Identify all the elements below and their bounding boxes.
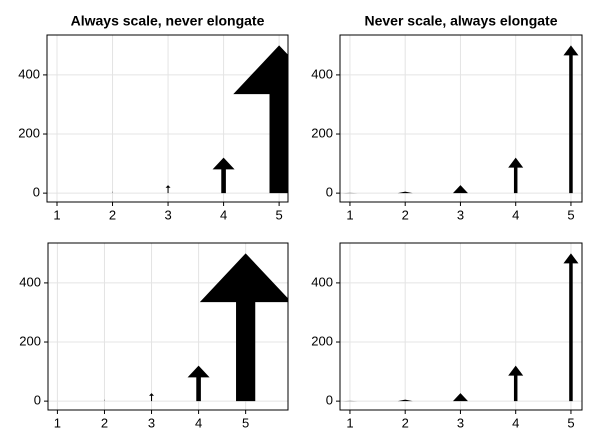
arrow	[233, 45, 288, 194]
y-tick-label: 400	[311, 274, 333, 289]
x-tick-label: 1	[346, 415, 353, 430]
plot-area	[56, 45, 288, 194]
axes-frame	[46, 34, 289, 203]
x-tick-label: 3	[148, 415, 155, 430]
plot-area	[342, 253, 579, 402]
x-tick-label: 5	[567, 415, 574, 430]
axes-frame	[339, 34, 583, 203]
arrow	[165, 185, 171, 194]
x-tick-label: 5	[242, 415, 249, 430]
arrow	[187, 365, 210, 402]
arrow	[452, 185, 468, 194]
x-tick-label: 1	[53, 207, 60, 222]
x-tick-label: 3	[457, 207, 464, 222]
x-tick-label: 1	[54, 415, 61, 430]
x-tick-label: 2	[402, 207, 409, 222]
x-tick-label: 4	[195, 415, 202, 430]
y-tick-label: 200	[19, 333, 41, 348]
arrow	[149, 393, 155, 402]
y-tick-label: 0	[326, 393, 333, 408]
panel: Never scale, always elongate 1 2 3 4 5 0 200 400	[311, 13, 583, 222]
x-tick-label: 4	[512, 415, 519, 430]
y-tick-label: 400	[18, 66, 40, 81]
x-tick-label: 3	[457, 415, 464, 430]
arrow	[199, 253, 288, 402]
axes-frame	[339, 242, 583, 411]
x-tick-label: 5	[567, 207, 574, 222]
arrow	[508, 365, 524, 402]
arrow	[397, 399, 413, 402]
y-tick-label: 0	[326, 185, 333, 200]
plot-area	[57, 253, 288, 402]
x-tick-label: 5	[275, 207, 282, 222]
arrow	[563, 45, 579, 194]
panel-title: Never scale, always elongate	[365, 13, 558, 29]
y-tick-label: 200	[18, 125, 40, 140]
arrow	[452, 393, 468, 402]
x-tick-label: 3	[164, 207, 171, 222]
panel: 1 2 3 4 5 0 200 400	[311, 242, 583, 430]
x-tick-label: 2	[402, 415, 409, 430]
x-tick-label: 1	[346, 207, 353, 222]
arrow	[397, 191, 413, 194]
panel: Always scale, never elongate 1 2 3 4 5 0 200 400	[18, 13, 289, 222]
arrow	[104, 399, 105, 402]
y-tick-label: 200	[311, 333, 333, 348]
panel: 1 2 3 4 5 0 200 400	[19, 242, 289, 430]
arrow	[112, 191, 113, 194]
x-tick-label: 2	[109, 207, 116, 222]
y-tick-label: 400	[311, 66, 333, 81]
y-tick-label: 400	[19, 274, 41, 289]
arrow	[212, 157, 235, 194]
y-tick-label: 0	[34, 393, 41, 408]
arrow	[563, 253, 579, 402]
y-tick-label: 200	[311, 125, 333, 140]
x-tick-label: 4	[512, 207, 519, 222]
axes-frame	[47, 242, 289, 411]
y-tick-label: 0	[33, 185, 40, 200]
x-tick-label: 4	[220, 207, 227, 222]
x-tick-label: 2	[101, 415, 108, 430]
plot-area	[342, 45, 579, 194]
panel-title: Always scale, never elongate	[71, 13, 265, 29]
arrow	[508, 157, 524, 194]
